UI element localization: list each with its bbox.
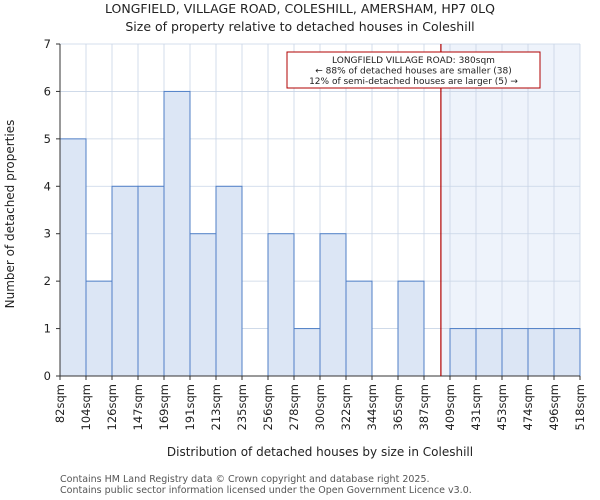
bar-453sqm [501, 328, 529, 377]
x-tick-label: 453sqm [495, 384, 509, 430]
x-tick-label: 278sqm [287, 384, 301, 430]
x-tick-label: 169sqm [157, 384, 171, 430]
x-tick-label: 191sqm [183, 384, 197, 430]
bar-126sqm [111, 185, 139, 377]
bar-365sqm [397, 280, 425, 377]
bar-191sqm [189, 233, 217, 377]
annotation-box [286, 51, 541, 89]
annotation-line-2: ← 88% of detached houses are smaller (38… [315, 67, 512, 77]
y-tick-label: 0 [44, 369, 51, 383]
x-axis-label: Distribution of detached houses by size … [167, 445, 473, 459]
x-tick-label: 344sqm [365, 384, 379, 430]
y-tick-label: 2 [44, 274, 51, 288]
bar-169sqm [163, 90, 191, 377]
y-tick-label: 1 [44, 322, 51, 336]
bar-213sqm [215, 185, 243, 377]
x-tick-label: 431sqm [469, 384, 483, 430]
annotation-line-3: 12% of semi-detached houses are larger (… [309, 77, 518, 87]
bar-431sqm [475, 328, 503, 377]
annotation-line-1: LONGFIELD VILLAGE ROAD: 380sqm [332, 56, 495, 66]
chart-title: LONGFIELD, VILLAGE ROAD, COLESHILL, AMER… [105, 1, 495, 16]
bar-278sqm [293, 328, 321, 377]
y-tick-label: 4 [44, 179, 51, 193]
x-tick-label: 213sqm [209, 384, 223, 430]
chart-subtitle: Size of property relative to detached ho… [125, 19, 475, 34]
x-tick-label: 322sqm [339, 384, 353, 430]
bar-104sqm [85, 280, 113, 377]
x-tick-label: 474sqm [521, 384, 535, 430]
bar-147sqm [137, 185, 165, 377]
bar-256sqm [267, 233, 295, 377]
y-tick-label: 5 [44, 132, 51, 146]
histogram-chart: 0 1 2 3 4 5 6 7 82sqm 104sqm 126sqm 147sqm 169sqm 191… [3, 37, 587, 459]
x-tick-label: 300sqm [313, 384, 327, 430]
bar-82sqm [59, 138, 87, 377]
bar-300sqm [319, 233, 347, 377]
y-tick-label: 3 [44, 227, 51, 241]
x-tick-label: 387sqm [417, 384, 431, 430]
y-tick-label: 7 [44, 37, 51, 51]
x-tick-label: 235sqm [235, 384, 249, 430]
x-tick-label: 104sqm [79, 384, 93, 430]
x-tick-label: 82sqm [53, 384, 67, 423]
x-tick-label: 518sqm [573, 384, 587, 430]
footer-licence: Contains public sector information licen… [60, 485, 472, 496]
x-tick-label: 256sqm [261, 384, 275, 430]
bar-474sqm [527, 328, 555, 377]
y-axis-label: Number of detached properties [3, 120, 17, 309]
bar-322sqm [345, 280, 373, 377]
x-tick-label: 126sqm [105, 384, 119, 430]
x-tick-label: 496sqm [547, 384, 561, 430]
bar-409sqm [449, 328, 477, 377]
x-tick-label: 147sqm [131, 384, 145, 430]
y-tick-label: 6 [44, 84, 51, 98]
x-tick-label: 365sqm [391, 384, 405, 430]
x-tick-label: 409sqm [443, 384, 457, 430]
footer-copyright: Contains HM Land Registry data © Crown c… [60, 474, 430, 485]
highlight-region [440, 44, 580, 376]
bar-496sqm [553, 328, 581, 377]
